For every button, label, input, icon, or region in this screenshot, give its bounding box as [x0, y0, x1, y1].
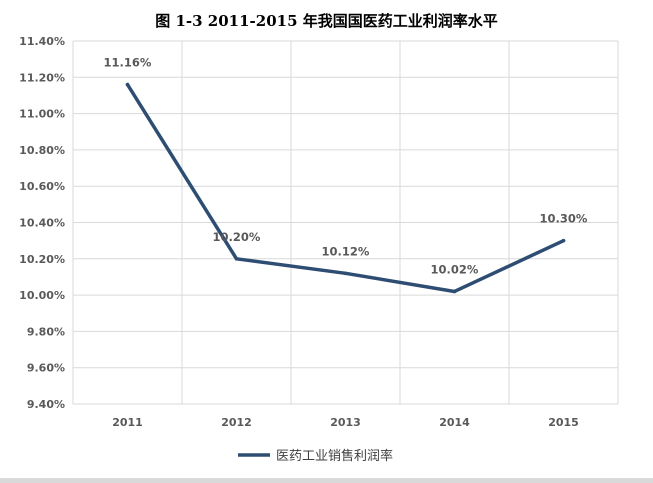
data-label: 10.30% — [540, 212, 588, 226]
data-point — [452, 289, 457, 294]
data-label: 10.20% — [213, 230, 261, 244]
y-tick-label: 11.40% — [19, 35, 65, 48]
x-tick-label: 2014 — [439, 416, 470, 429]
y-tick-label: 9.80% — [27, 325, 65, 338]
x-tick-label: 2011 — [112, 416, 143, 429]
data-label: 10.02% — [431, 262, 479, 276]
y-tick-label: 11.00% — [19, 108, 65, 121]
data-point — [234, 257, 239, 261]
data-point — [561, 238, 566, 243]
y-tick-label: 10.20% — [19, 253, 65, 266]
y-tick-label: 11.20% — [19, 71, 65, 84]
chart-title: 图 1-3 2011-2015 年我国国医药工业利润率水平 — [155, 12, 498, 30]
bottom-divider — [0, 478, 653, 483]
series-line — [125, 82, 566, 294]
data-point — [125, 82, 130, 87]
y-tick-label: 10.00% — [19, 289, 65, 302]
data-label: 11.16% — [104, 56, 152, 70]
x-tick-label: 2015 — [548, 416, 579, 429]
y-tick-label: 10.40% — [19, 217, 65, 230]
legend-label: 医药工业销售利润率 — [276, 448, 393, 464]
y-tick-label: 10.60% — [19, 180, 65, 193]
y-tick-label: 9.60% — [27, 362, 65, 375]
y-tick-label: 9.40% — [27, 398, 65, 411]
y-tick-label: 10.80% — [19, 144, 65, 157]
data-label: 10.12% — [322, 244, 370, 258]
data-point — [343, 271, 348, 276]
x-tick-label: 2013 — [330, 416, 361, 429]
x-tick-label: 2012 — [221, 416, 252, 429]
